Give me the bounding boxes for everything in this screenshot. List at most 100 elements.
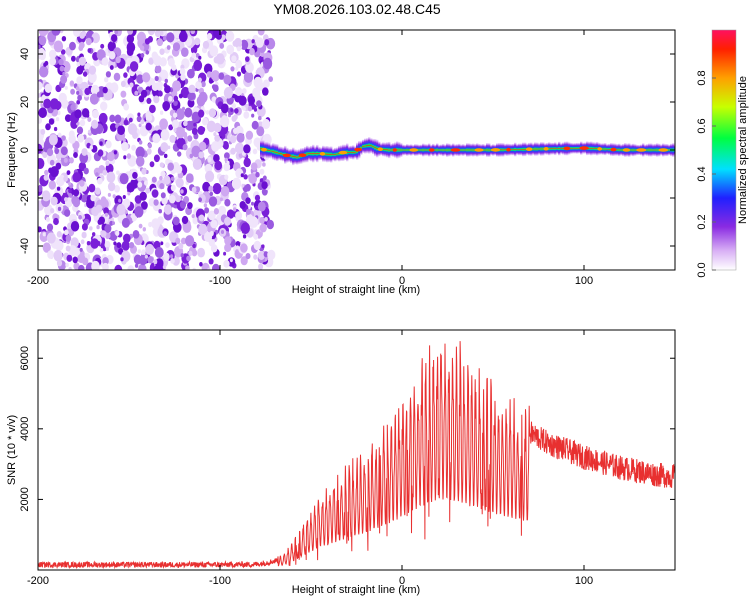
snr-series-line [38, 341, 675, 570]
signal-band-cell [604, 143, 607, 156]
noise-speckle [224, 152, 230, 160]
noise-speckle [107, 151, 115, 162]
noise-speckle [156, 38, 164, 47]
noise-speckle [114, 30, 119, 35]
signal-band-peak [354, 147, 362, 152]
noise-speckle [140, 53, 145, 58]
noise-speckle [197, 247, 206, 258]
noise-speckle [123, 72, 128, 78]
noise-speckle [127, 191, 131, 196]
noise-speckle [78, 264, 85, 270]
noise-speckle [129, 61, 139, 72]
noise-speckle [151, 189, 159, 198]
noise-speckle [175, 195, 182, 203]
noise-speckle [240, 173, 244, 178]
signal-band-cell [306, 145, 309, 163]
noise-speckle [153, 154, 160, 163]
noise-speckle [205, 110, 210, 115]
noise-speckle [81, 223, 88, 231]
noise-speckle [38, 158, 45, 169]
signal-band-cell [634, 144, 637, 156]
noise-speckle [235, 87, 243, 96]
signal-band-cell [556, 143, 559, 154]
noise-speckle [194, 37, 201, 46]
signal-band-peak [298, 153, 307, 157]
noise-speckle [164, 78, 168, 84]
noise-speckle [89, 226, 93, 231]
noise-speckle [148, 57, 155, 65]
noise-speckle [170, 258, 175, 264]
noise-speckle [120, 257, 124, 262]
noise-speckle [88, 65, 97, 75]
noise-speckle [160, 241, 164, 246]
noise-speckle [95, 204, 103, 213]
noise-speckle [91, 32, 100, 44]
noise-speckle [210, 70, 220, 82]
signal-band-cell [550, 142, 553, 155]
noise-speckle [90, 84, 100, 96]
noise-speckle [98, 216, 106, 225]
noise-region [38, 30, 276, 270]
noise-speckle [243, 111, 250, 119]
noise-speckle [164, 85, 171, 94]
noise-speckle [173, 100, 178, 106]
noise-speckle [62, 71, 66, 76]
noise-speckle [204, 163, 213, 174]
noise-speckle [168, 194, 176, 204]
noise-speckle [197, 77, 202, 83]
noise-speckle [64, 209, 71, 217]
noise-speckle [259, 216, 265, 224]
noise-speckle [71, 195, 80, 206]
colorbar-fill [712, 30, 736, 270]
noise-speckle [211, 96, 217, 103]
noise-speckle [226, 44, 235, 55]
noise-speckle [213, 84, 219, 92]
noise-speckle [234, 108, 239, 114]
signal-band-cell [578, 143, 581, 154]
signal-band-cell [468, 143, 471, 157]
signal-band-cell [298, 149, 301, 165]
noise-speckle [114, 185, 120, 193]
noise-speckle [38, 35, 47, 46]
signal-band-peak [319, 152, 326, 156]
noise-speckle [107, 41, 116, 52]
signal-band-cell [654, 143, 657, 157]
noise-speckle [226, 209, 235, 219]
noise-speckle [253, 233, 259, 240]
signal-band-peak [261, 147, 267, 152]
noise-speckle [83, 167, 89, 175]
signal-band-cell [548, 142, 551, 156]
noise-speckle [69, 80, 75, 86]
signal-band-cell [374, 139, 377, 157]
signal-band-cell [448, 143, 451, 157]
signal-band-peak [474, 148, 484, 152]
noise-speckle [244, 183, 251, 192]
noise-speckle [163, 231, 168, 237]
noise-speckle [235, 142, 244, 154]
signal-band-cell [656, 143, 659, 157]
noise-speckle [50, 98, 59, 110]
noise-speckle [113, 150, 117, 155]
noise-speckle [255, 37, 264, 48]
noise-speckle [219, 42, 225, 49]
noise-speckle [262, 162, 266, 167]
noise-speckle [206, 33, 213, 40]
noise-speckle [96, 91, 102, 98]
noise-speckle [173, 95, 179, 102]
signal-band-cell [336, 147, 339, 161]
noise-speckle [183, 120, 188, 127]
noise-speckle [79, 32, 85, 39]
noise-speckle [236, 71, 242, 77]
noise-speckle [131, 144, 137, 151]
noise-speckle [65, 234, 72, 242]
noise-speckle [231, 103, 236, 109]
noise-speckle [135, 146, 145, 159]
snr-x-tick-label: 100 [575, 575, 593, 587]
noise-speckle [223, 260, 230, 268]
signal-band-cell [504, 144, 507, 156]
noise-speckle [190, 30, 196, 35]
noise-speckle [48, 118, 55, 125]
noise-speckle [262, 87, 269, 96]
noise-speckle [123, 119, 129, 126]
noise-speckle [245, 253, 251, 260]
